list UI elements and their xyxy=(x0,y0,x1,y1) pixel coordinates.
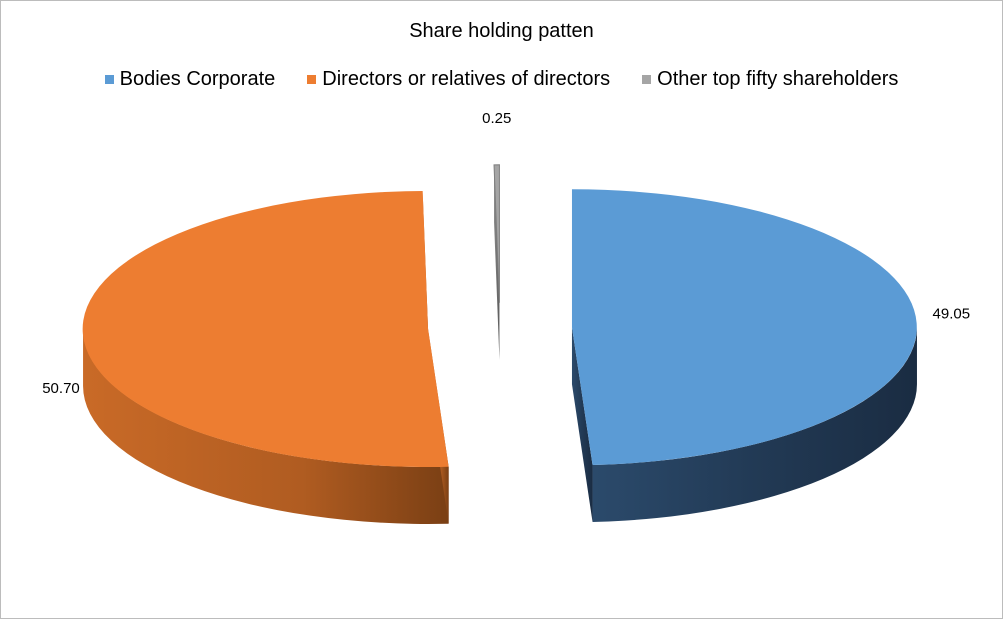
chart-legend: Bodies Corporate Directors or relatives … xyxy=(0,68,1003,91)
legend-label-other-top-fifty: Other top fifty shareholders xyxy=(657,68,899,90)
legend-item-bodies-corporate: Bodies Corporate xyxy=(104,68,276,91)
slice-directors-side xyxy=(83,328,449,524)
pie-data-labels: 49.05 50.70 0.25 xyxy=(42,110,970,397)
data-label-bodies-corporate: 49.05 xyxy=(933,305,971,322)
slice-bodies-corporate-wall-1 xyxy=(571,327,593,522)
slice-other-top-fifty-top xyxy=(493,164,500,303)
legend-item-directors: Directors or relatives of directors xyxy=(307,68,610,91)
slice-other-top-fifty-wall-0 xyxy=(494,164,500,360)
slice-directors-top xyxy=(82,190,449,467)
slice-other-top-fifty xyxy=(493,164,500,360)
data-label-other-top-fifty: 0.25 xyxy=(482,110,511,127)
data-label-directors: 50.70 xyxy=(42,380,80,397)
chart-title: Share holding patten xyxy=(409,20,594,42)
legend-swatch-bodies-corporate xyxy=(104,75,114,84)
slice-bodies-corporate-side xyxy=(592,327,917,522)
legend-swatch-other-top-fifty xyxy=(642,75,652,84)
legend-label-bodies-corporate: Bodies Corporate xyxy=(119,68,276,90)
slice-bodies-corporate-top xyxy=(571,189,917,465)
slice-directors xyxy=(82,190,449,524)
legend-swatch-directors xyxy=(307,75,317,84)
legend-label-directors: Directors or relatives of directors xyxy=(322,68,611,90)
legend-item-other-top-fifty: Other top fifty shareholders xyxy=(642,68,898,91)
slice-bodies-corporate xyxy=(571,189,917,522)
pie-slices xyxy=(82,164,917,524)
